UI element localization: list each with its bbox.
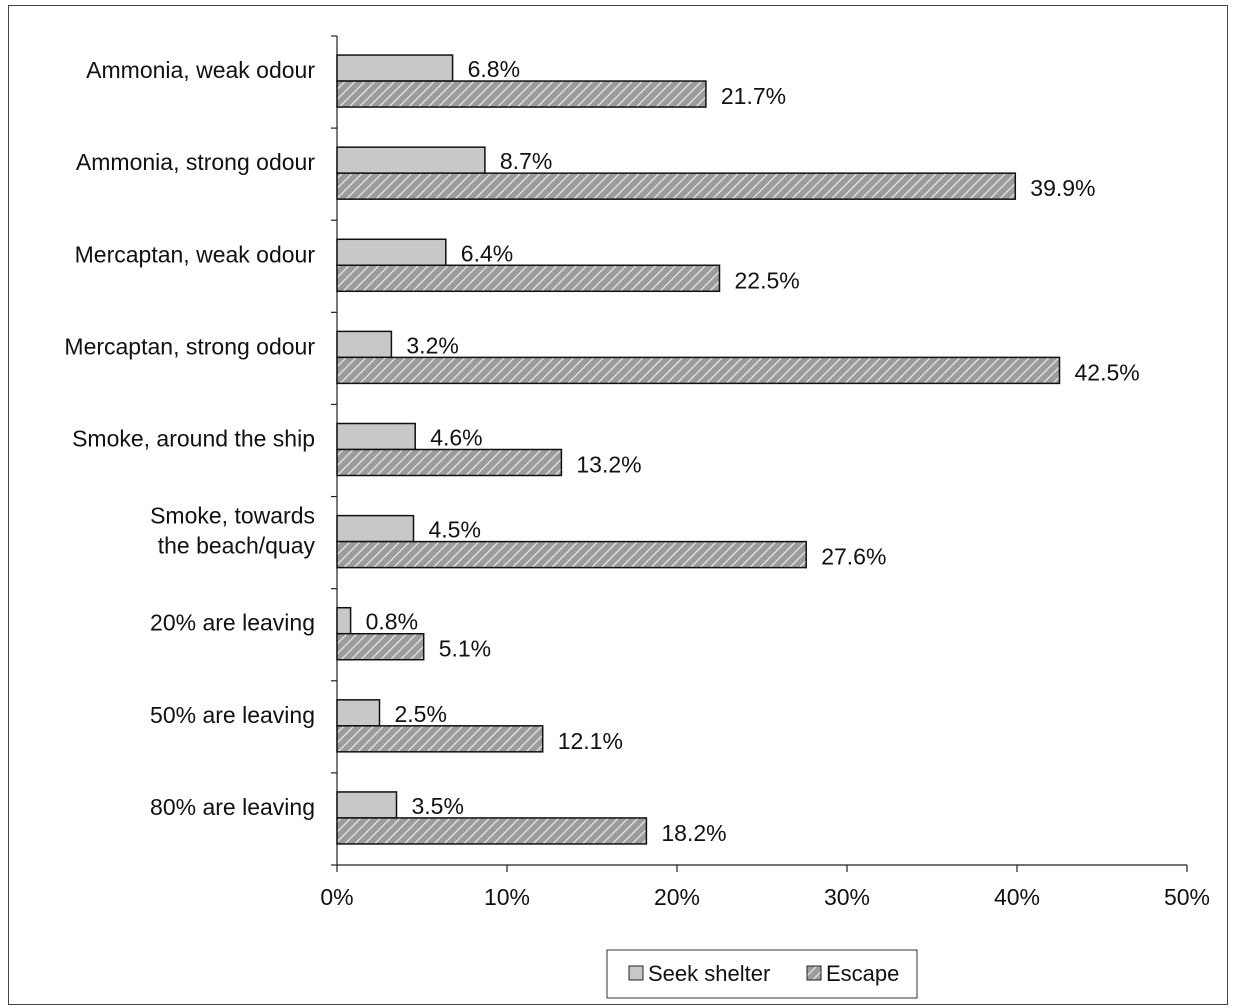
bar-seek-shelter [336, 791, 398, 819]
category-label: Mercaptan, weak odour [75, 241, 316, 267]
category-label: Ammonia, weak odour [86, 57, 315, 83]
bar-escape [336, 448, 563, 477]
bar-seek-shelter [336, 330, 393, 359]
legend: Seek shelter Escape [606, 949, 918, 999]
data-label-escape: 42.5% [1075, 359, 1140, 385]
category-label: Smoke, towards the beach/quay [150, 503, 315, 559]
data-label-seek-shelter: 3.2% [406, 332, 458, 358]
bar-escape [336, 725, 544, 753]
bar-seek-shelter [336, 422, 416, 451]
category-label: 50% are leaving [150, 702, 315, 728]
category-label: 80% are leaving [150, 794, 315, 820]
x-tick-label: 10% [484, 884, 530, 910]
legend-swatch-seek-shelter [628, 965, 644, 981]
bar-escape [336, 540, 807, 569]
data-label-escape: 22.5% [735, 267, 800, 293]
category-label: 20% are leaving [150, 610, 315, 636]
bar-seek-shelter [336, 606, 352, 635]
chart-bars [336, 54, 1061, 845]
bar-escape [336, 264, 721, 293]
bar-escape [336, 172, 1017, 200]
x-tick-label: 40% [994, 884, 1040, 910]
data-label-escape: 27.6% [821, 544, 886, 570]
data-label-seek-shelter: 0.8% [366, 609, 418, 635]
legend-label-seek-shelter: Seek shelter [648, 961, 770, 986]
bar-seek-shelter [336, 514, 415, 543]
data-label-escape: 39.9% [1030, 175, 1095, 201]
data-label-escape: 5.1% [439, 636, 491, 662]
bar-escape [336, 356, 1061, 385]
bar-seek-shelter [336, 54, 454, 82]
legend-box [606, 949, 918, 999]
data-label-escape: 12.1% [558, 728, 623, 754]
category-label: Ammonia, strong odour [76, 149, 315, 175]
data-label-seek-shelter: 6.8% [468, 56, 520, 82]
x-tick-label: 30% [824, 884, 870, 910]
category-label: Smoke, around the ship [72, 426, 315, 452]
data-label-escape: 18.2% [661, 820, 726, 846]
bar-seek-shelter [336, 146, 486, 174]
bar-escape [336, 632, 425, 661]
x-tick-label: 0% [320, 884, 353, 910]
chart-labels: Ammonia, weak odour Ammonia, strong odour… [64, 56, 1139, 846]
data-label-seek-shelter: 8.7% [500, 148, 552, 174]
legend-label-escape: Escape [826, 961, 899, 986]
bar-seek-shelter [336, 238, 447, 267]
bar-seek-shelter [336, 699, 381, 727]
x-tick-label: 20% [654, 884, 700, 910]
bar-escape [336, 80, 707, 108]
x-tick-label: 50% [1164, 884, 1210, 910]
data-label-seek-shelter: 3.5% [412, 793, 464, 819]
data-label-seek-shelter: 2.5% [395, 701, 447, 727]
bar-escape [336, 817, 648, 845]
data-label-escape: 13.2% [576, 452, 641, 478]
legend-swatch-escape [806, 965, 822, 981]
data-label-seek-shelter: 4.5% [429, 517, 481, 543]
chart-frame [8, 5, 1228, 1005]
data-label-escape: 21.7% [721, 83, 786, 109]
data-label-seek-shelter: 6.4% [461, 240, 513, 266]
data-label-seek-shelter: 4.6% [430, 425, 482, 451]
category-label: Mercaptan, strong odour [64, 333, 315, 359]
